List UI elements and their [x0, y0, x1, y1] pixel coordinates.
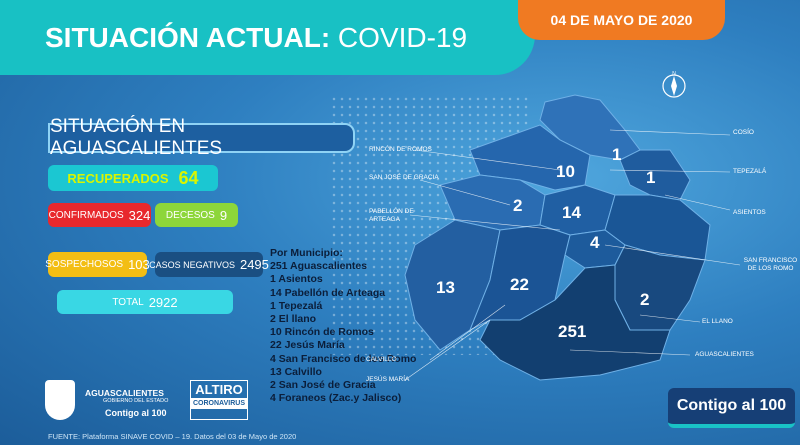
map-label-sanjose: SAN JOSÉ DE GRACIA [369, 174, 439, 181]
map-label-asientos: ASIENTOS [733, 209, 766, 216]
map-number-tepezala: 1 [646, 168, 656, 187]
map-number-pabellon: 14 [562, 203, 581, 222]
map-label-cosio: COSÍO [733, 129, 754, 136]
map-label-tepezala: TEPEZALÁ [733, 168, 767, 175]
municipio-heading: Por Municipio: [270, 247, 343, 259]
confirmados-badge: CONFIRMADOS 324 [48, 203, 151, 227]
list-item: 4 San Francisco de los Romo [270, 352, 417, 365]
sospechosos-badge: SOSPECHOSOS 103 [45, 252, 150, 277]
list-item: 10 Rincón de Romos [270, 326, 374, 339]
altiro-text: ALTIRO [195, 382, 243, 397]
map-label-jesusmaria: JESÚS MARÍA [366, 376, 410, 383]
negativos-badge: CASOS NEGATIVOS 2495 [149, 252, 269, 277]
compass-icon: N [662, 71, 686, 98]
svg-text:N: N [672, 71, 676, 77]
logo-slogan: Contigo al 100 [105, 408, 167, 418]
contigo-logo: Contigo al 100 [668, 388, 795, 428]
gobierno-logo: AGUASCALIENTES GOBIERNO DEL ESTADO Conti… [45, 380, 195, 425]
map-region-ags [479, 264, 671, 381]
recuperados-badge: RECUPERADOS 64 [48, 165, 218, 191]
header-banner: SITUACIÓN ACTUAL: COVID-19 [0, 0, 535, 75]
map-label-ags: AGUASCALIENTES [695, 351, 754, 358]
list-item: 2 El llano [270, 313, 317, 326]
map-label-sanfrancisco: SAN FRANCISCO DE LOS ROMO [743, 257, 798, 272]
map-number-elllano: 2 [640, 290, 650, 309]
list-item: 13 Calvillo [270, 365, 322, 378]
map-number-ags: 251 [558, 322, 587, 341]
map-label-rincon: RINCÓN DE ROMOS [369, 146, 432, 153]
altiro-subtitle: CORONAVIRUS [191, 398, 247, 409]
map-label-pabellon: PABELLÓN DE ARTEAGA [369, 208, 414, 223]
page-title: SITUACIÓN ACTUAL: COVID-19 [45, 22, 468, 53]
map-number-jesusmaria: 22 [510, 275, 529, 294]
date-badge: 04 DE MAYO DE 2020 [518, 0, 725, 40]
list-item: 4 Foraneos (Zac.y Jalisco) [270, 392, 402, 405]
list-item: 1 Asientos [270, 273, 323, 286]
map-number-cosio: 1 [612, 145, 622, 164]
decesos-badge: DECESOS 9 [155, 203, 238, 227]
map-number-calvillo: 13 [436, 278, 455, 297]
list-item: 22 Jesús María [270, 339, 345, 352]
logo-name: AGUASCALIENTES [85, 388, 164, 398]
map-region-tepezala [619, 149, 691, 201]
map-number-asientos: 4 [590, 233, 600, 252]
list-item: 14 Pabellón de Arteaga [270, 286, 386, 299]
list-item: 2 San José de Gracia [270, 379, 376, 392]
source-note: FUENTE: Plataforma SINAVE COVID – 19. Da… [48, 432, 297, 441]
map-label-elllano: EL LLANO [702, 318, 733, 325]
municipio-list: Por Municipio: 251 Aguascalientes 1 Asie… [270, 247, 445, 405]
map-number-rincon: 10 [556, 162, 575, 181]
list-item: 1 Tepezalá [270, 299, 323, 312]
list-item: 251 Aguascalientes [270, 260, 368, 273]
coat-of-arms-icon [45, 380, 75, 420]
map-label-calvillo: CALVILLO [366, 356, 397, 363]
map-number-sanjose: 2 [513, 196, 523, 215]
logo-subtitle: GOBIERNO DEL ESTADO [103, 398, 169, 404]
total-badge: TOTAL 2922 [57, 290, 233, 314]
altiro-logo: ALTIRO CORONAVIRUS [190, 380, 248, 420]
